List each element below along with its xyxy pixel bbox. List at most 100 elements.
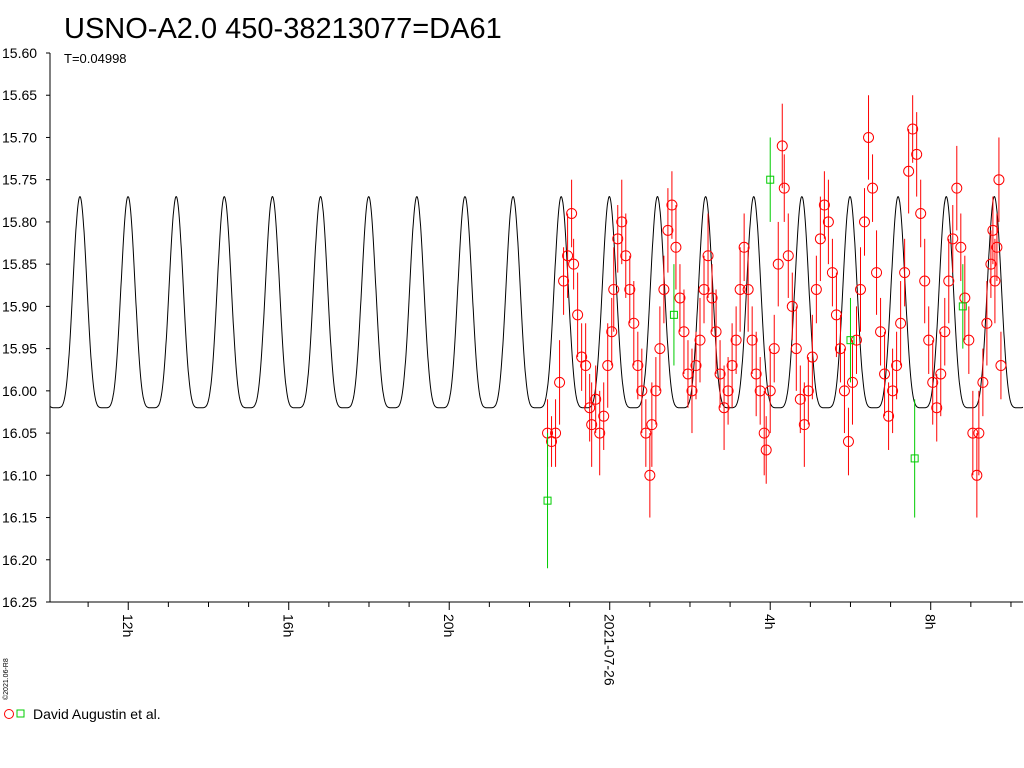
data-point-circle: [977, 376, 989, 388]
data-point-circle: [907, 123, 919, 135]
data-point-circle: [608, 283, 620, 295]
data-point-circle: [834, 343, 846, 355]
data-point-circle: [706, 292, 718, 304]
data-point-circle: [760, 444, 772, 456]
data-point-circle: [891, 360, 903, 372]
data-point-circle: [995, 360, 1007, 372]
data-point-square: [669, 310, 678, 319]
data-point-circle: [846, 376, 858, 388]
data-point-circle: [955, 241, 967, 253]
data-point-circle: [838, 385, 850, 397]
data-point-circle: [726, 360, 738, 372]
data-point-square: [543, 496, 552, 505]
data-point-circle: [919, 275, 931, 287]
data-point-circle: [746, 334, 758, 346]
data-point-circle: [698, 283, 710, 295]
data-point-circle: [734, 283, 746, 295]
data-point-circle: [644, 469, 656, 481]
y-tick-label: 15.80: [2, 214, 37, 230]
x-tick-label: 16h: [281, 614, 297, 637]
data-point-circle: [686, 385, 698, 397]
data-point-circle: [915, 207, 927, 219]
data-point-circle: [814, 233, 826, 245]
data-point-circle: [883, 410, 895, 422]
data-point-circle: [566, 207, 578, 219]
data-point-circle: [702, 250, 714, 262]
data-point-circle: [714, 368, 726, 380]
data-point-circle: [562, 250, 574, 262]
data-point-circle: [764, 385, 776, 397]
data-point-circle: [554, 376, 566, 388]
data-point-circle: [935, 368, 947, 380]
data-point-circle: [572, 309, 584, 321]
y-tick-label: 15.85: [2, 256, 37, 272]
x-tick-label: 12h: [120, 614, 136, 637]
y-tick-label: 16.15: [2, 510, 37, 526]
data-point-circle: [786, 300, 798, 312]
data-point-circle: [710, 326, 722, 338]
legend-square-marker: [16, 709, 25, 718]
data-point-circle: [830, 309, 842, 321]
y-tick-label: 15.70: [2, 129, 37, 145]
y-tick-label: 15.95: [2, 341, 37, 357]
model-curve-line: [49, 195, 1024, 409]
x-tick-label: 4h: [762, 614, 778, 630]
data-point-circle: [620, 250, 632, 262]
data-point-circle: [863, 131, 875, 143]
data-point-circle: [650, 385, 662, 397]
data-point-circle: [810, 283, 822, 295]
data-point-circle: [594, 427, 606, 439]
y-tick-label: 16.00: [2, 383, 37, 399]
data-point-circle: [646, 419, 658, 431]
data-point-circle: [875, 326, 887, 338]
data-point-circle: [640, 427, 652, 439]
data-point-circle: [598, 410, 610, 422]
data-point-circle: [967, 427, 979, 439]
data-point-circle: [826, 267, 838, 279]
data-point-circle: [678, 326, 690, 338]
data-point-circle: [782, 250, 794, 262]
data-point-circle: [602, 360, 614, 372]
model-curve: [49, 195, 1024, 409]
data-point-circle: [989, 275, 1001, 287]
x-axis: 12h 16h 20h 2021-07-26 4h 8h: [50, 601, 1023, 686]
data-point-circle: [778, 182, 790, 194]
data-point-circle: [947, 233, 959, 245]
legend-label: David Augustin et al.: [33, 706, 161, 722]
data-point-square: [766, 175, 775, 184]
data-point-circle: [939, 326, 951, 338]
data-point-circle: [690, 360, 702, 372]
y-tick-label: 15.90: [2, 298, 37, 314]
data-point-circle: [842, 436, 854, 448]
x-tick-label: 2021-07-26: [602, 614, 618, 686]
y-tick-label: 15.75: [2, 172, 37, 188]
data-point-square: [958, 302, 967, 311]
data-point-circle: [818, 199, 830, 211]
data-point-circle: [776, 140, 788, 152]
data-point-circle: [951, 182, 963, 194]
data-point-circle: [768, 343, 780, 355]
data-point-circle: [971, 469, 983, 481]
data-point-circle: [895, 317, 907, 329]
data-point-circle: [798, 419, 810, 431]
y-tick-label: 15.65: [2, 87, 37, 103]
y-tick-label: 16.10: [2, 467, 37, 483]
data-point-circle: [911, 148, 923, 160]
data-point-circle: [742, 283, 754, 295]
data-point-circle: [859, 216, 871, 228]
data-point-circle: [658, 283, 670, 295]
data-point-circle: [590, 393, 602, 405]
data-point-circle: [758, 427, 770, 439]
data-point-circle: [558, 275, 570, 287]
data-point-circle: [584, 402, 596, 414]
data-point-circle: [923, 334, 935, 346]
data-point-circle: [931, 402, 943, 414]
data-point-circle: [628, 317, 640, 329]
data-point-circle: [654, 343, 666, 355]
data-point-circle: [722, 385, 734, 397]
data-point-circle: [963, 334, 975, 346]
data-point-circle: [568, 258, 580, 270]
credit-label: ©2021.06-R8: [2, 658, 10, 700]
y-tick-label: 16.05: [2, 425, 37, 441]
data-point-circle: [636, 385, 648, 397]
